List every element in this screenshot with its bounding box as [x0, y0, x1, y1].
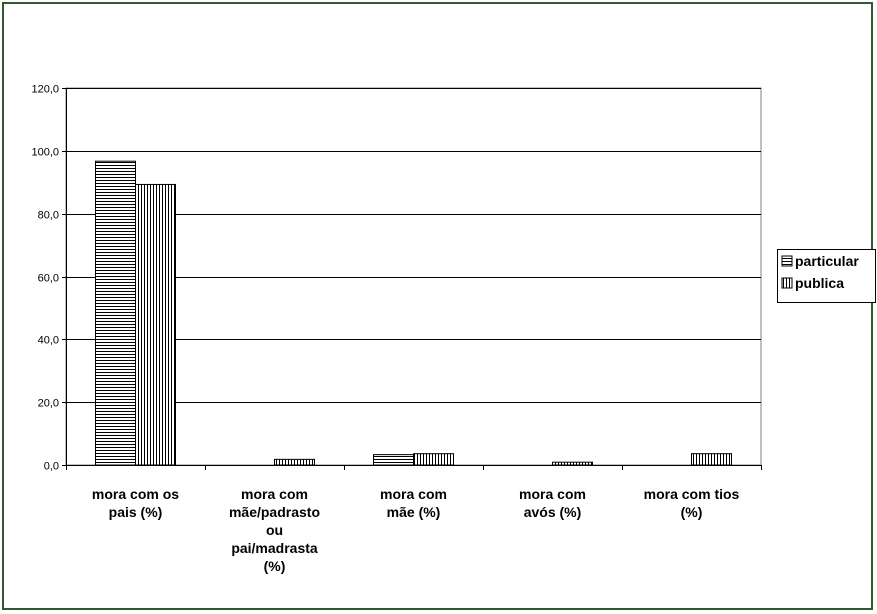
bar-publica [552, 461, 593, 466]
y-tick-label: 100,0 [31, 147, 59, 159]
y-tick-label: 40,0 [38, 335, 59, 347]
bars [95, 160, 732, 466]
bar-publica [274, 458, 315, 466]
bar-particular [95, 160, 136, 466]
legend-label-particular: particular [795, 253, 859, 269]
bar-particular [373, 454, 414, 466]
legend-label-publica: publica [795, 275, 844, 291]
legend: particular publica [777, 249, 876, 303]
x-category-label: mora com tios (%) [644, 486, 740, 520]
legend-box [777, 249, 876, 303]
bar-publica [691, 453, 732, 466]
y-tick-label: 0,0 [44, 461, 59, 473]
y-tick-label: 60,0 [38, 273, 59, 285]
y-tick-label: 120,0 [31, 84, 59, 96]
bar-publica [135, 183, 176, 466]
x-category-label: mora com mãe (%) [380, 486, 447, 520]
x-category-label: mora com os pais (%) [92, 486, 179, 520]
axes: 0,0 20,0 40,0 60,0 80,0 100,0 120,0 mora com os… [31, 84, 762, 574]
x-category-label: mora com avós (%) [519, 486, 586, 520]
y-tick-label: 20,0 [38, 398, 59, 410]
legend-swatch-publica [781, 277, 793, 289]
bar-publica [413, 453, 454, 466]
y-tick-label: 80,0 [38, 210, 59, 222]
x-category-label: mora com mãe/padrasto ou pai/madrasta (%) [229, 486, 320, 574]
legend-swatch-particular [781, 255, 793, 267]
